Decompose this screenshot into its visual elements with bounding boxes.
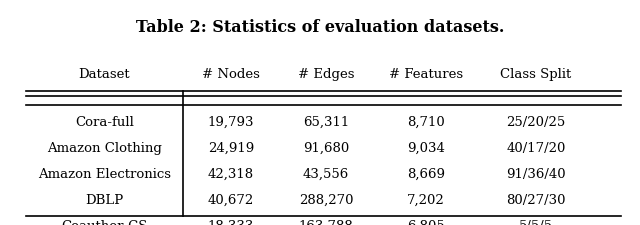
Text: 6,805: 6,805 [407, 220, 445, 225]
Text: 65,311: 65,311 [303, 116, 349, 129]
Text: 163,788: 163,788 [299, 220, 353, 225]
Text: Class Split: Class Split [500, 68, 572, 81]
Text: # Nodes: # Nodes [202, 68, 260, 81]
Text: 7,202: 7,202 [407, 194, 445, 207]
Text: Dataset: Dataset [79, 68, 131, 81]
Text: 8,669: 8,669 [407, 168, 445, 181]
Text: Amazon Clothing: Amazon Clothing [47, 142, 162, 155]
Text: 91,680: 91,680 [303, 142, 349, 155]
Text: DBLP: DBLP [85, 194, 124, 207]
Text: 288,270: 288,270 [299, 194, 353, 207]
Text: # Edges: # Edges [298, 68, 355, 81]
Text: 9,034: 9,034 [407, 142, 445, 155]
Text: 24,919: 24,919 [208, 142, 254, 155]
Text: Cora-full: Cora-full [75, 116, 134, 129]
Text: 40/17/20: 40/17/20 [506, 142, 566, 155]
Text: 25/20/25: 25/20/25 [506, 116, 566, 129]
Text: 42,318: 42,318 [208, 168, 254, 181]
Text: Table 2: Statistics of evaluation datasets.: Table 2: Statistics of evaluation datase… [136, 18, 504, 36]
Text: Coauthor-CS: Coauthor-CS [61, 220, 148, 225]
Text: 8,710: 8,710 [407, 116, 445, 129]
Text: 40,672: 40,672 [208, 194, 254, 207]
Text: Amazon Electronics: Amazon Electronics [38, 168, 171, 181]
Text: 91/36/40: 91/36/40 [506, 168, 566, 181]
Text: 43,556: 43,556 [303, 168, 349, 181]
Text: 19,793: 19,793 [208, 116, 254, 129]
Text: 80/27/30: 80/27/30 [506, 194, 566, 207]
Text: # Features: # Features [389, 68, 463, 81]
Text: 5/5/5: 5/5/5 [519, 220, 553, 225]
Text: 18,333: 18,333 [208, 220, 254, 225]
